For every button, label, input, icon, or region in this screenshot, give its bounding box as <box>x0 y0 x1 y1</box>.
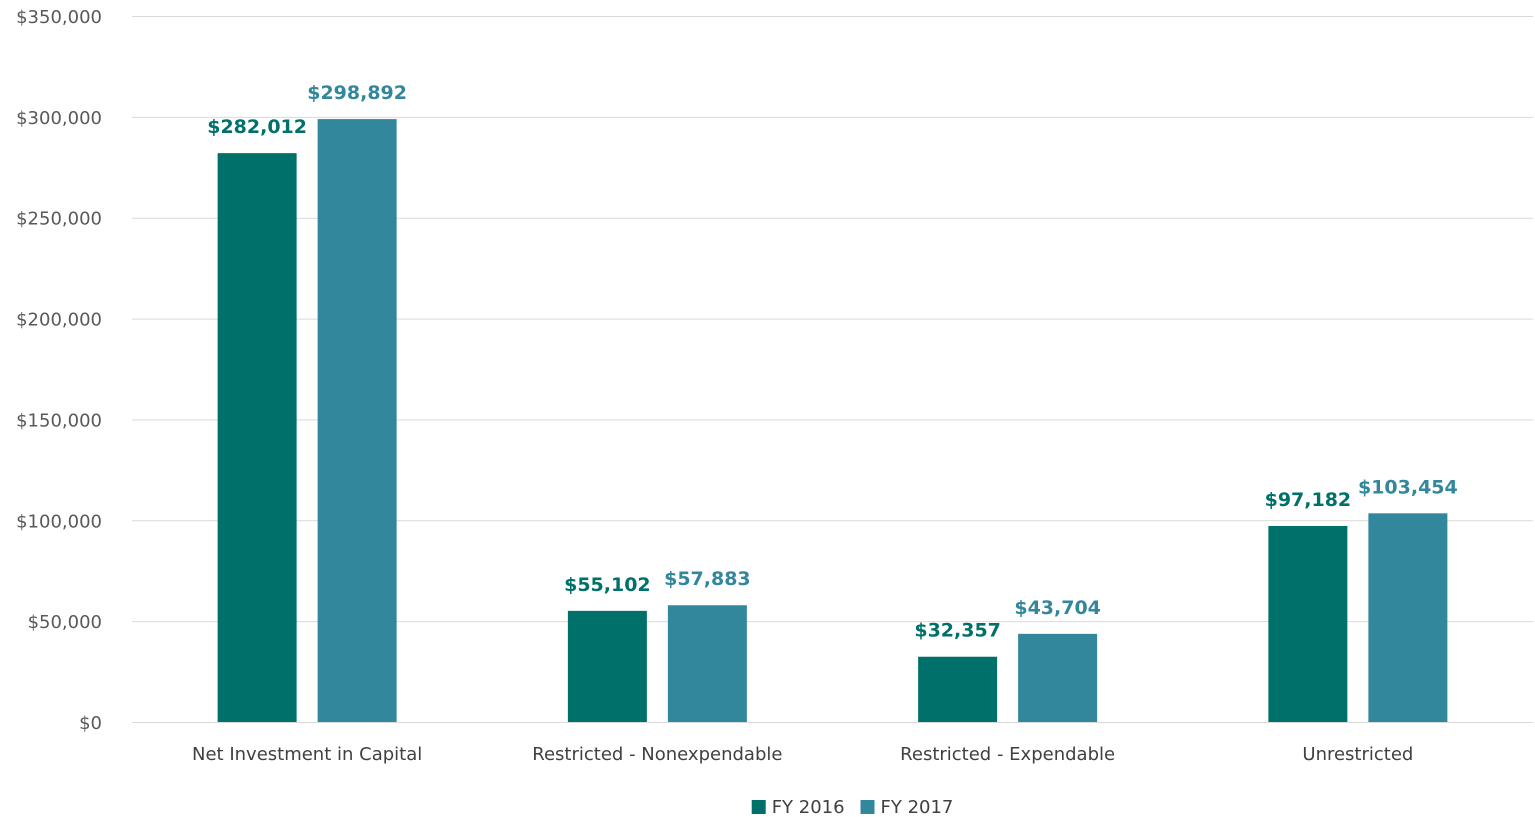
legend: FY 2016 FY 2017 <box>751 797 954 817</box>
legend-swatch <box>860 800 875 814</box>
bar <box>667 605 747 722</box>
y-tick-label: $0 <box>79 713 102 734</box>
data-label: $298,892 <box>307 82 407 104</box>
data-label: $43,704 <box>1014 597 1101 619</box>
x-axis-category-labels: Net Investment in Capital Restricted - No… <box>192 744 1413 765</box>
bar <box>1018 633 1098 722</box>
y-tick-label: $150,000 <box>16 410 102 431</box>
bar <box>1268 525 1348 722</box>
data-label: $103,454 <box>1358 476 1458 498</box>
x-category-label: Restricted - Expendable <box>900 744 1115 765</box>
x-category-label: Net Investment in Capital <box>192 744 422 765</box>
legend-swatch <box>751 800 766 814</box>
y-tick-label: $50,000 <box>28 612 102 633</box>
bar <box>217 153 297 723</box>
legend-label: FY 2016 <box>772 797 845 817</box>
bar <box>567 610 647 722</box>
y-tick-label: $200,000 <box>16 310 102 331</box>
data-label: $97,182 <box>1265 489 1352 511</box>
data-label: $55,102 <box>564 574 651 596</box>
y-tick-label: $350,000 <box>16 7 102 28</box>
data-label: $282,012 <box>207 116 307 138</box>
x-category-label: Restricted - Nonexpendable <box>532 744 782 765</box>
y-axis-tick-labels: $0 $50,000 $100,000 $150,000 $200,000 $250,00… <box>16 7 102 734</box>
data-labels: $282,012$298,892 $55,102 $57,883 $32,357 $43… <box>207 82 1458 642</box>
data-label: $57,883 <box>664 568 751 590</box>
bar <box>317 119 397 722</box>
legend-label: FY 2017 <box>881 797 954 817</box>
x-category-label: Unrestricted <box>1302 744 1413 765</box>
y-tick-label: $100,000 <box>16 511 102 532</box>
bars <box>217 119 1448 723</box>
y-tick-label: $250,000 <box>16 209 102 230</box>
bar <box>918 656 998 722</box>
bar <box>1368 513 1448 722</box>
y-tick-label: $300,000 <box>16 108 102 129</box>
data-label: $32,357 <box>914 620 1001 642</box>
